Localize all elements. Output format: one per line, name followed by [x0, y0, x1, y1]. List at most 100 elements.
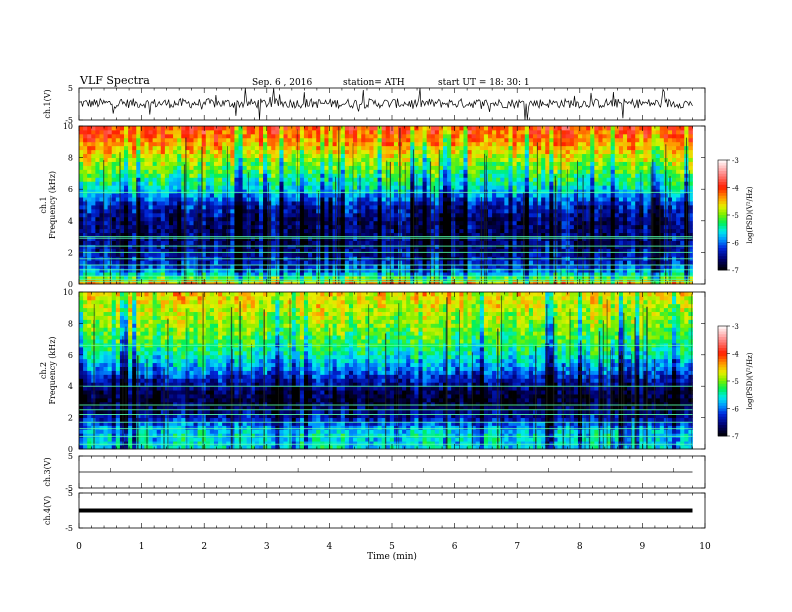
spectrogram-cell — [123, 197, 129, 202]
spectrogram-cell — [303, 208, 309, 214]
spectrogram-cell — [557, 248, 562, 253]
spectrogram-cell — [471, 173, 477, 178]
spectrogram-cell — [508, 177, 513, 182]
spectrogram-cell — [430, 181, 436, 186]
spectrogram-cell — [242, 208, 248, 214]
spectrogram-cell — [426, 240, 432, 245]
spectrogram-cell — [132, 201, 137, 206]
spectrogram-cell — [487, 153, 493, 158]
spectrogram-cell — [209, 177, 215, 182]
spectrogram-cell — [361, 228, 366, 234]
spectrogram-cell — [181, 173, 186, 178]
spectrogram-cell — [271, 181, 276, 186]
spectrogram-cell — [99, 208, 104, 214]
spectrogram-cell — [132, 232, 137, 237]
spectrogram-cell — [647, 244, 652, 249]
spectrogram-cell — [99, 177, 104, 182]
spectrogram-cell — [205, 248, 211, 253]
spectrogram-cell — [520, 181, 526, 186]
spectrogram-cell — [242, 216, 248, 222]
spectrogram-cell — [279, 157, 284, 162]
spectrogram-cell — [573, 280, 579, 285]
spectrogram-cell — [123, 153, 129, 158]
spectrogram-cell — [213, 157, 219, 162]
spectrogram-cell — [328, 173, 333, 178]
spectrogram-cell — [393, 224, 399, 230]
spectrogram-cell — [643, 240, 648, 245]
spectrogram-cell — [316, 161, 321, 166]
spectrogram-cell — [148, 197, 154, 202]
spectrogram-cell — [173, 177, 178, 182]
spectrogram-cell — [430, 165, 436, 170]
spectrogram-cell — [520, 240, 526, 245]
spectrogram-cell — [635, 252, 640, 257]
spectrogram-cell — [557, 236, 562, 241]
spectrogram-cell — [520, 244, 526, 249]
spectrogram-cell — [218, 161, 223, 166]
spectrogram-cell — [381, 248, 387, 253]
spectrogram-cell — [492, 240, 497, 245]
spectrogram-cell — [185, 193, 190, 198]
spectrogram-cell — [193, 165, 199, 170]
spectrogram-cell — [258, 185, 264, 190]
spectrogram-cell — [140, 236, 145, 241]
spectrogram-cell — [283, 264, 288, 269]
spectrogram-cell — [545, 153, 550, 158]
spectrogram-cell — [610, 236, 616, 241]
spectrogram-cell — [128, 153, 133, 158]
spectrogram-cell — [218, 169, 223, 174]
spectrogram-cell — [438, 212, 444, 218]
spectrogram-cell — [647, 189, 652, 194]
spectrogram-cell — [267, 260, 272, 265]
spectrogram-cell — [201, 212, 207, 218]
spectrogram-cell — [295, 181, 301, 186]
spectrogram-cell — [389, 220, 395, 226]
spectrogram-cell — [132, 205, 137, 210]
spectrogram-cell — [492, 216, 497, 222]
spectrogram-cell — [377, 205, 383, 210]
spectrogram-cell — [582, 169, 587, 174]
spectrogram-cell — [475, 236, 481, 241]
spectrogram-cell — [410, 185, 415, 190]
spectrogram-cell — [430, 224, 436, 230]
spectrogram-cell — [438, 268, 444, 273]
spectrogram-cell — [577, 181, 583, 186]
spectrogram-cell — [545, 272, 550, 277]
spectrogram-cell — [622, 153, 628, 158]
spectrogram-cell — [328, 268, 333, 273]
spectrogram-cell — [348, 165, 354, 170]
spectrogram-cell — [87, 220, 92, 226]
spectrogram-cell — [271, 169, 276, 174]
spectrogram-cell — [181, 224, 186, 230]
spectrogram-cell — [467, 177, 473, 182]
spectrogram-cell — [95, 201, 100, 206]
spectrogram-cell — [651, 252, 657, 257]
spectrogram-cell — [254, 189, 260, 194]
spectrogram-cell — [508, 173, 513, 178]
spectrogram-cell — [569, 272, 575, 277]
spectrogram-cell — [181, 212, 186, 218]
spectrogram-cell — [463, 232, 468, 237]
spectrogram-cell — [659, 201, 665, 206]
spectrogram-cell — [115, 177, 121, 182]
spectrogram-cell — [467, 232, 473, 237]
spectrogram-cell — [242, 181, 248, 186]
spectrogram-cell — [173, 260, 178, 265]
spectrogram-cell — [160, 228, 166, 234]
spectrogram-cell — [377, 268, 383, 273]
spectrogram-cell — [647, 165, 652, 170]
spectrogram-cell — [83, 272, 88, 277]
spectrogram-cell — [361, 276, 366, 281]
spectrogram-cell — [471, 161, 477, 166]
spectrogram-cell — [418, 165, 423, 170]
spectrogram-cell — [357, 240, 362, 245]
spectrogram-cell — [308, 268, 313, 273]
spectrogram-cell — [160, 201, 166, 206]
spectrogram-cell — [377, 189, 383, 194]
spectrogram-cell — [340, 165, 346, 170]
spectrogram-cell — [271, 260, 276, 265]
spectrogram-cell — [492, 165, 497, 170]
spectrogram-cell — [537, 216, 542, 222]
spectrogram-cell — [590, 185, 595, 190]
spectrogram-cell — [152, 236, 158, 241]
